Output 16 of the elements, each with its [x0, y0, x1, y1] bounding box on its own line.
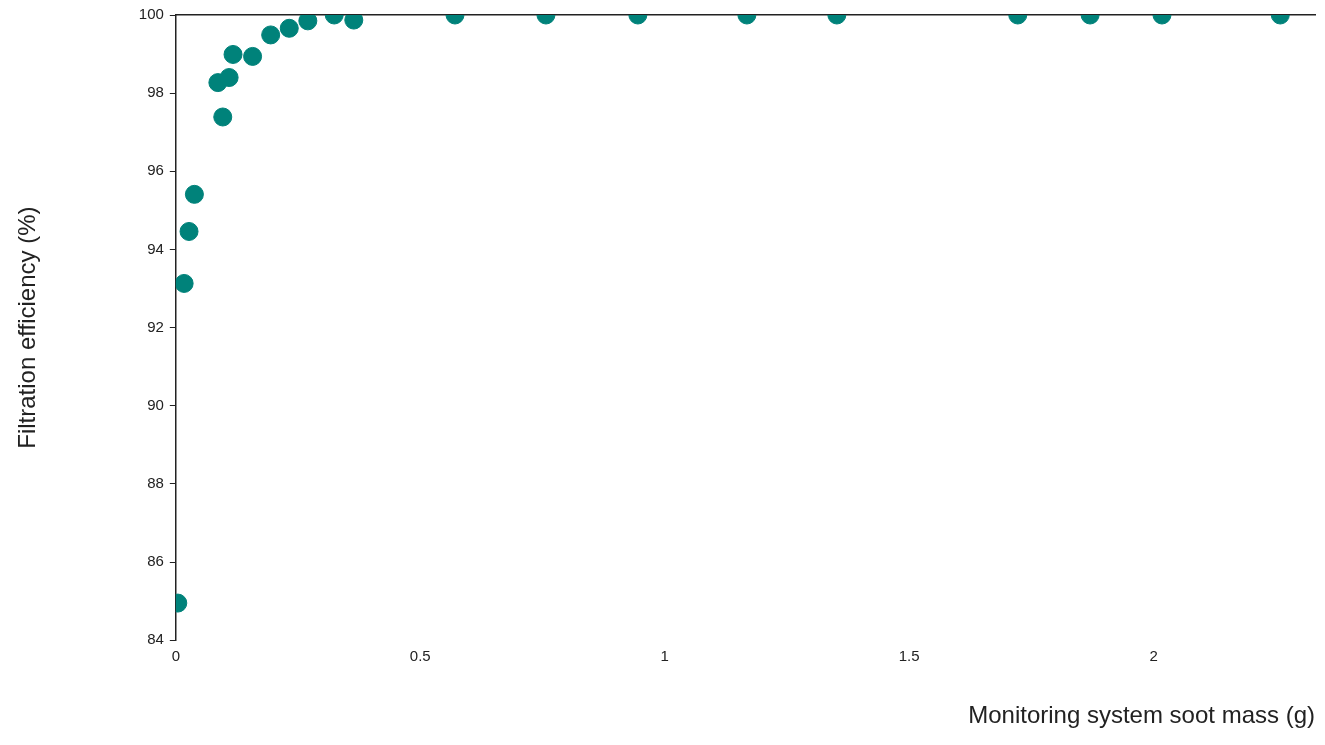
y-tick-label: 84: [147, 630, 164, 648]
x-axis-title: Monitoring system soot mass (g): [968, 701, 1315, 729]
y-tick-label: 94: [147, 239, 164, 257]
x-tick-label: 2: [1149, 647, 1158, 665]
x-tick-label: 1: [660, 647, 669, 665]
y-tick-label: 98: [147, 83, 164, 101]
x-tick-label: 1.5: [898, 647, 920, 665]
y-axis-title: Filtration efficiency (%): [13, 206, 41, 449]
y-tick-label: 90: [147, 395, 164, 413]
x-tick-label: 0.5: [409, 647, 431, 665]
y-tick-label: 88: [147, 474, 164, 492]
y-tick-label: 96: [147, 161, 164, 179]
y-tick-label: 92: [147, 317, 164, 335]
y-tick-label: 86: [147, 552, 164, 570]
x-tick-label: 0: [171, 647, 180, 665]
y-tick-label: 100: [138, 5, 164, 23]
